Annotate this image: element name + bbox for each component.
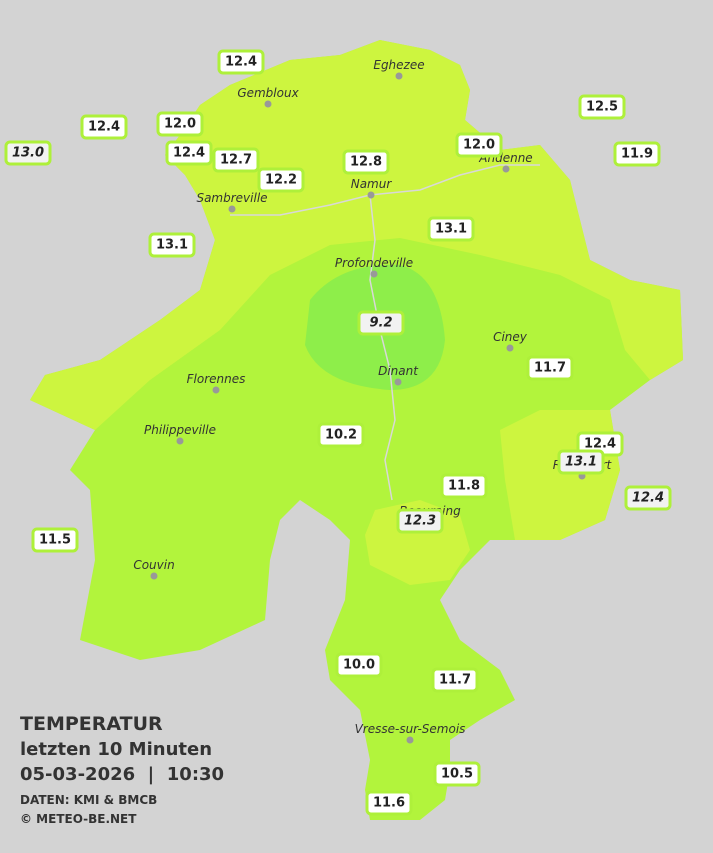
city-label: Couvin <box>133 558 174 572</box>
station-value: 11.6 <box>373 796 405 811</box>
station-value: 12.0 <box>164 117 196 132</box>
station-box <box>357 310 405 336</box>
station-box <box>396 508 444 534</box>
station-box <box>578 94 626 120</box>
station-value: 13.0 <box>12 146 44 161</box>
station-value: 10.2 <box>325 428 357 443</box>
city-label: Namur <box>351 177 393 191</box>
city-label: Sambreville <box>196 191 267 205</box>
city-dot <box>502 165 510 173</box>
source: DATEN: KMI & BMCB <box>20 793 157 807</box>
city-dot <box>212 386 220 394</box>
station-value: 12.5 <box>586 100 618 115</box>
station-value: 13.1 <box>565 455 597 470</box>
city-dot <box>370 270 378 278</box>
warm-zone-east <box>500 410 620 540</box>
station-value: 12.8 <box>350 155 382 170</box>
city-dot <box>395 72 403 80</box>
city-label: Ciney <box>493 330 528 344</box>
station-box <box>257 167 305 193</box>
city-label: Eghezee <box>373 58 424 72</box>
header: TEMPERATUR letzten 10 Minuten 05-03-2026… <box>20 713 224 826</box>
station-value: 11.7 <box>439 673 471 688</box>
station-value: 12.0 <box>463 138 495 153</box>
station-value: 12.7 <box>220 153 252 168</box>
station-value: 12.3 <box>404 514 436 529</box>
station-box <box>212 147 260 173</box>
city-label: Vresse-sur-Semois <box>355 722 466 736</box>
station-box <box>526 355 574 381</box>
city-dot <box>264 100 272 108</box>
warm-zone-north <box>30 40 683 430</box>
station-value: 11.9 <box>621 147 653 162</box>
station-box <box>342 149 390 175</box>
river <box>230 164 540 216</box>
station-value: 10.0 <box>343 658 375 673</box>
station-value: 10.5 <box>441 767 473 782</box>
city-label: Philippeville <box>144 423 216 437</box>
station-value: 12.4 <box>225 55 257 70</box>
city-dot <box>367 191 375 199</box>
copyright: © METEO-BE.NET <box>20 812 137 826</box>
city-dot <box>228 205 236 213</box>
station-value: 11.8 <box>448 479 480 494</box>
title: TEMPERATUR <box>20 713 163 735</box>
station-value: 12.2 <box>265 173 297 188</box>
station-box <box>217 49 265 75</box>
datetime: 05-03-2026 | 10:30 <box>20 764 224 785</box>
station-box <box>165 140 213 166</box>
station-value: 13.1 <box>156 238 188 253</box>
station-box <box>427 216 475 242</box>
city-label: Florennes <box>187 372 246 386</box>
city-label: Profondeville <box>335 256 413 270</box>
station-value: 12.4 <box>88 120 120 135</box>
station-box <box>80 114 128 140</box>
station-box <box>365 790 413 816</box>
station-box <box>317 422 365 448</box>
city-dot <box>506 344 514 352</box>
station-box <box>148 232 196 258</box>
station-box <box>624 485 672 511</box>
station-box <box>335 652 383 678</box>
station-value: 9.2 <box>369 316 392 331</box>
station-value: 11.7 <box>534 361 566 376</box>
station-value: 11.5 <box>39 533 71 548</box>
station-value: 13.1 <box>435 222 467 237</box>
city-label: Gembloux <box>237 86 299 100</box>
subtitle: letzten 10 Minuten <box>20 739 212 760</box>
station-box <box>431 667 479 693</box>
station-box <box>433 761 481 787</box>
station-box <box>455 132 503 158</box>
city-dot <box>394 378 402 386</box>
station-value: 12.4 <box>584 437 616 452</box>
station-box <box>4 140 52 166</box>
station-value: 12.4 <box>632 491 664 506</box>
city-label: Dinant <box>378 364 419 378</box>
city-dot <box>176 437 184 445</box>
city-dot <box>150 572 158 580</box>
river <box>369 194 396 501</box>
warm-zone-south <box>365 500 470 585</box>
city-dot <box>406 736 414 744</box>
station-value: 12.4 <box>173 146 205 161</box>
station-box <box>31 527 79 553</box>
station-box <box>557 449 605 475</box>
station-box <box>156 111 204 137</box>
station-box <box>613 141 661 167</box>
station-box <box>440 473 488 499</box>
